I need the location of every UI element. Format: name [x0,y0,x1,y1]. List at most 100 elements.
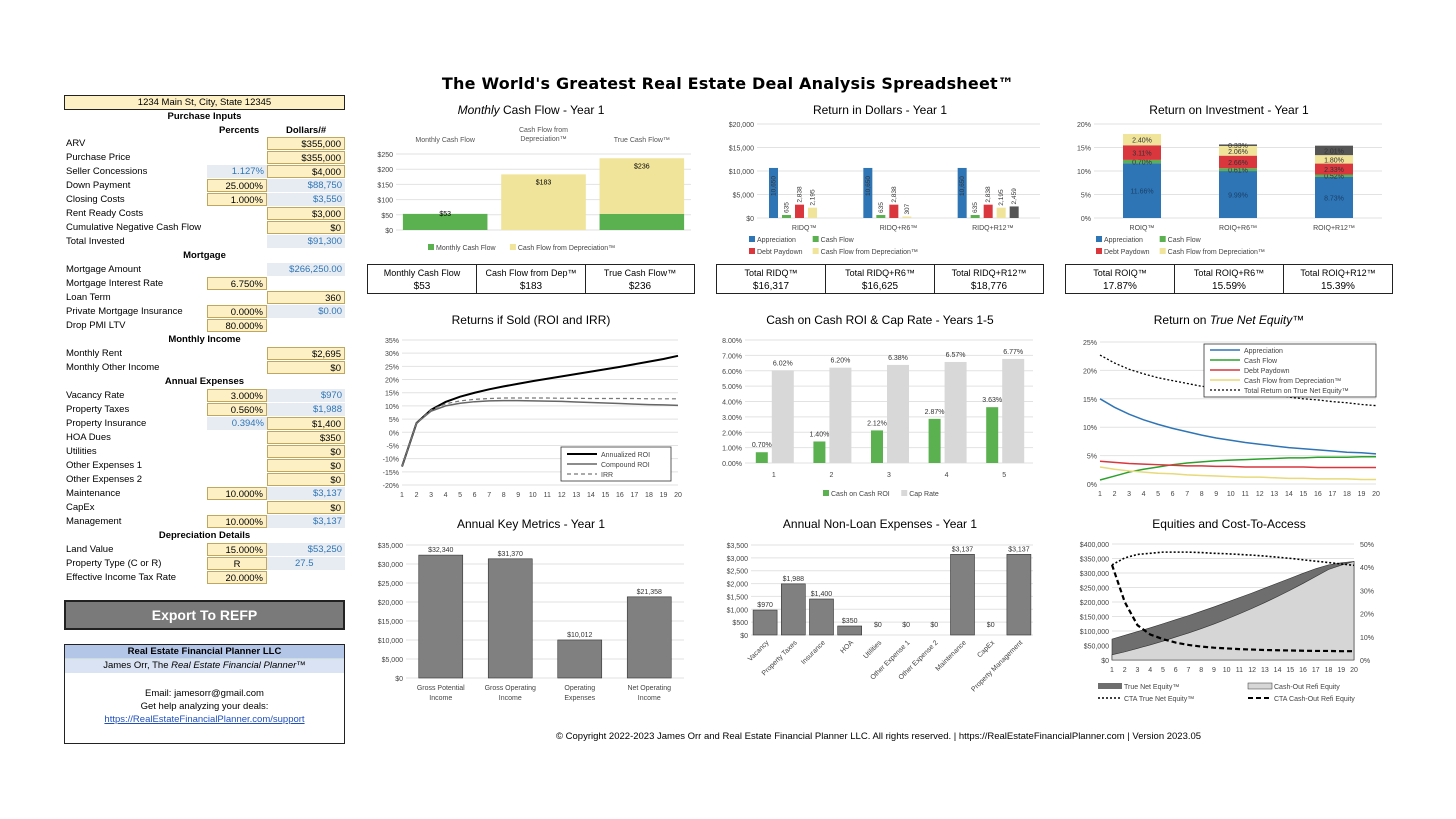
y-tick-label: -10% [383,457,399,464]
y-tick-label: 5% [389,417,399,424]
category-label: 4 [945,472,949,479]
seller-concessions-input[interactable]: $4,000 [267,165,345,178]
legend-label: Cash Flow [1244,358,1278,365]
mortgage-amount-value: $266,250.00 [267,263,345,276]
pmi-pct-input[interactable]: 0.000% [207,305,267,318]
other-expenses-2-input[interactable]: $0 [267,473,345,486]
y-tick-label: $250,000 [1080,586,1109,593]
data-label: 2.01% [1324,148,1344,155]
interest-rate-input[interactable]: 6.750% [207,277,267,290]
loan-term-input[interactable]: 360 [267,291,345,304]
tax-rate-input[interactable]: 20.000% [207,571,267,584]
bar-segment [1219,171,1257,218]
capex-input[interactable]: $0 [267,501,345,514]
land-value-pct-input[interactable]: 15.000% [207,543,267,556]
summary-value: 15.59% [1212,281,1246,292]
bar [970,215,980,218]
x-tick-label: 7 [1185,491,1189,498]
data-label: 307 [904,203,911,214]
other-income-input[interactable]: $0 [267,361,345,374]
footer-copyright: © Copyright 2022-2023 James Orr and Real… [556,731,1202,742]
summary-label: Total RIDQ+R12™ [951,268,1027,278]
drop-pmi-input[interactable]: 80.000% [207,319,267,332]
y-tick-label: $2,000 [727,582,749,589]
property-taxes-pct-input[interactable]: 0.560% [207,403,267,416]
y-tick-label: -20% [383,483,399,490]
hoa-input[interactable]: $350 [267,431,345,444]
summary-value: $236 [628,281,652,292]
bar [871,430,883,463]
data-label: 1.80% [1324,157,1344,164]
y-tick-label: 25% [1083,340,1097,347]
legend-label: CTA Cash-Out Refi Equity [1274,696,1355,703]
data-label: $183 [536,179,552,186]
bar [501,174,586,230]
bar [1002,358,1025,463]
utilities-input[interactable]: $0 [267,445,345,458]
legend-swatch [812,236,819,242]
rent-ready-input[interactable]: $3,000 [267,207,345,220]
label: Vacancy Rate [66,390,125,401]
category-label: ROIQ™ [1130,225,1155,232]
row-purchase-price: Purchase Price $355,000 [64,151,345,165]
legend-swatch [823,490,829,496]
address-field[interactable]: 1234 Main St, City, State 12345 [64,95,345,110]
chart-title-equities: Equities and Cost-To-Access [1152,517,1306,531]
purchase-price-input[interactable]: $355,000 [267,151,345,164]
x-tick-label: 12 [558,492,566,499]
y-tick-label: 7.00% [722,353,742,360]
insurance-input[interactable]: $1,400 [267,417,345,430]
bar [944,361,967,463]
x-tick-label: 7 [1186,667,1190,674]
closing-costs-value: $3,550 [267,193,345,206]
cum-neg-cash-flow-input[interactable]: $0 [267,221,345,234]
down-payment-pct-input[interactable]: 25.000% [207,179,267,192]
row-rent-ready: Rent Ready Costs $3,000 [64,207,345,221]
x-tick-label: 8 [1199,667,1203,674]
support-link[interactable]: https://RealEstateFinancialPlanner.com/s… [104,714,305,725]
y-tick-label: $200 [377,167,393,174]
closing-costs-pct-input[interactable]: 1.000% [207,193,267,206]
legend-label: Cash-Out Refi Equity [1274,684,1340,691]
y-tick-label: 15% [1077,146,1091,153]
data-label: 10,650 [771,176,778,196]
label: Total Invested [66,236,125,247]
label: Property Taxes [66,404,130,415]
y-tick-label: $300,000 [1080,571,1109,578]
x-tick-label: 3 [429,492,433,499]
summary-cell: Total ROIQ™ 17.87% [1066,265,1175,293]
summary-label: Total RIDQ™ [744,268,798,278]
category-label: CapEx [976,639,996,659]
data-label: 2.06% [1228,149,1248,156]
x-tick-label: 7 [487,492,491,499]
x-tick-label: 5 [458,492,462,499]
other-expenses-1-input[interactable]: $0 [267,459,345,472]
category-label: 1 [772,472,776,479]
bar [782,215,791,218]
x-tick-label: 9 [516,492,520,499]
x-tick-label: 16 [1299,667,1307,674]
maintenance-pct-input[interactable]: 10.000% [207,487,267,500]
data-label: 3.11% [1132,151,1151,158]
property-type-input[interactable]: R [207,557,267,570]
bar [795,204,804,218]
data-label: 2.33% [1324,167,1344,174]
bar-segment [1123,159,1161,164]
data-label: 2,838 [891,186,898,203]
arv-input[interactable]: $355,000 [267,137,345,150]
bar [1006,554,1032,636]
bar [755,452,768,463]
chart-returns-if-sold: -20%-15%-10%-5%0%5%10%15%20%25%30%35%1 2 3… [383,338,682,499]
vacancy-pct-input[interactable]: 3.000% [207,389,267,402]
x-tick-label: 15 [1299,491,1307,498]
category-label: Insurance [800,639,827,666]
legend-label: Appreciation [757,237,796,244]
bar [557,639,603,679]
export-to-refp-button[interactable]: Export To REFP [64,600,345,630]
data-label: 2,195 [998,189,1005,206]
monthly-rent-input[interactable]: $2,695 [267,347,345,360]
management-pct-input[interactable]: 10.000% [207,515,267,528]
data-label: 635 [972,202,979,213]
y-tick-label: $150,000 [1080,615,1109,622]
summary-cell: True Cash Flow™ $236 [586,265,694,293]
